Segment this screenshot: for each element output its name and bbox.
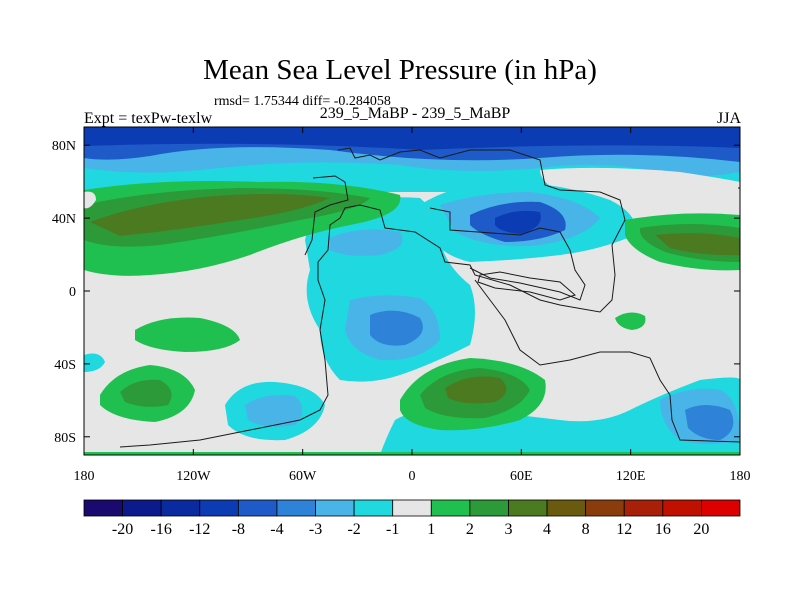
colorbar-swatch (701, 499, 741, 517)
small-low-west (84, 353, 105, 372)
colorbar-swatch (546, 499, 587, 517)
y-tick-label: 80S (54, 431, 76, 446)
colorbar-swatch (83, 499, 123, 517)
colorbar-swatch (430, 499, 471, 517)
colorbar-swatch (199, 499, 239, 517)
run-label: 239_5_MaBP - 239_5_MaBP (319, 105, 511, 122)
colorbar-label: 12 (616, 521, 632, 538)
colorbar-swatch (585, 499, 625, 517)
colorbar-label: 8 (582, 521, 590, 538)
colorbar-label: -1 (386, 521, 399, 538)
colorbar-swatch (353, 499, 394, 517)
neutral-pocket-east (540, 167, 740, 212)
colorbar-label: 20 (693, 521, 709, 538)
colorbar-label: 2 (466, 521, 474, 538)
colorbar-swatch (122, 499, 162, 517)
stats-text: rmsd= 1.75344 diff= -0.284058 (214, 94, 391, 109)
y-tick-label: 80N (52, 139, 76, 154)
west-pacific-high-core (655, 233, 740, 256)
south-pacific-high-mid (120, 379, 172, 407)
arctic-low-core (84, 127, 740, 150)
southern-low-east-core (685, 405, 734, 440)
north-pacific-high-core (90, 194, 330, 236)
season-label: JJA (716, 110, 741, 127)
chart-title: Mean Sea Level Pressure (in hPa) (203, 54, 597, 86)
colorbar-label: -8 (232, 521, 245, 538)
coastline-north (304, 175, 349, 256)
x-tick-label: 120E (616, 469, 646, 484)
colorbar-label: -2 (347, 521, 360, 538)
asian-low-center (495, 210, 541, 234)
x-tick-label: 0 (409, 469, 416, 484)
x-tick-label: 180 (74, 469, 95, 484)
southern-low-west-mid (245, 395, 303, 427)
atlantic-low-north (330, 229, 403, 256)
colorbar-swatch (392, 499, 432, 517)
colorbar-label: 3 (504, 521, 512, 538)
atlantic-low-core (370, 310, 423, 346)
x-tick-label: 60E (510, 469, 533, 484)
colorbar-label: -3 (309, 521, 322, 538)
colorbar-swatch (623, 499, 664, 517)
colorbar-label: 16 (655, 521, 671, 538)
colorbar-swatch (315, 499, 355, 517)
colorbar-swatch (469, 499, 509, 517)
colorbar-label: 1 (427, 521, 435, 538)
colorbar-swatch (160, 499, 201, 517)
colorbar-label: -20 (112, 521, 133, 538)
neutral-pocket-west (84, 191, 96, 209)
x-tick-label: 120W (176, 469, 211, 484)
x-tick-label: 60W (289, 469, 317, 484)
tropical-pacific-high (135, 317, 240, 352)
colorbar-label: -4 (270, 521, 283, 538)
coastline-tethys (429, 207, 586, 301)
south-indian-high-core (445, 376, 507, 404)
colorbar-swatch (662, 499, 702, 517)
colorbar-swatch (237, 499, 278, 517)
colorbar: -20 -16 -12 -8 -4 -3 -2 -1 1 2 3 4 8 12 16 20 (83, 499, 741, 538)
colorbar-label: 4 (543, 521, 551, 538)
colorbar-swatch (276, 499, 316, 517)
coastline-inland-sea (477, 271, 576, 301)
southern-low-east (380, 377, 740, 455)
axes: 180 120W 60W 0 60E 120E 180 80N 40N 0 40S 80S (52, 127, 751, 484)
colorbar-label: -16 (151, 521, 172, 538)
y-tick-label: 40S (54, 358, 76, 373)
coastline-west (119, 147, 626, 448)
small-high-east (615, 312, 646, 330)
y-tick-label: 0 (69, 285, 76, 300)
map-area (84, 127, 740, 455)
y-tick-label: 40N (52, 212, 76, 227)
coastline-south (474, 279, 740, 443)
colorbar-swatch (508, 499, 548, 517)
experiment-label: Expt = texPw-texlw (84, 110, 213, 127)
x-tick-label: 180 (730, 469, 751, 484)
colorbar-label: -12 (189, 521, 210, 538)
